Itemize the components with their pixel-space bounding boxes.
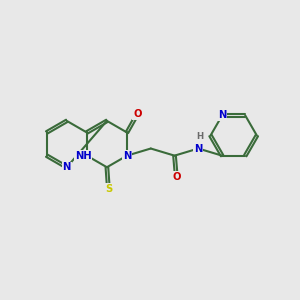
Text: N: N: [194, 143, 202, 154]
Text: S: S: [105, 184, 112, 194]
Text: NH: NH: [75, 151, 92, 160]
Text: O: O: [172, 172, 181, 182]
Text: H: H: [196, 131, 203, 140]
Text: N: N: [63, 162, 71, 172]
Text: N: N: [218, 110, 226, 121]
Text: N: N: [123, 151, 131, 160]
Text: O: O: [133, 109, 142, 119]
